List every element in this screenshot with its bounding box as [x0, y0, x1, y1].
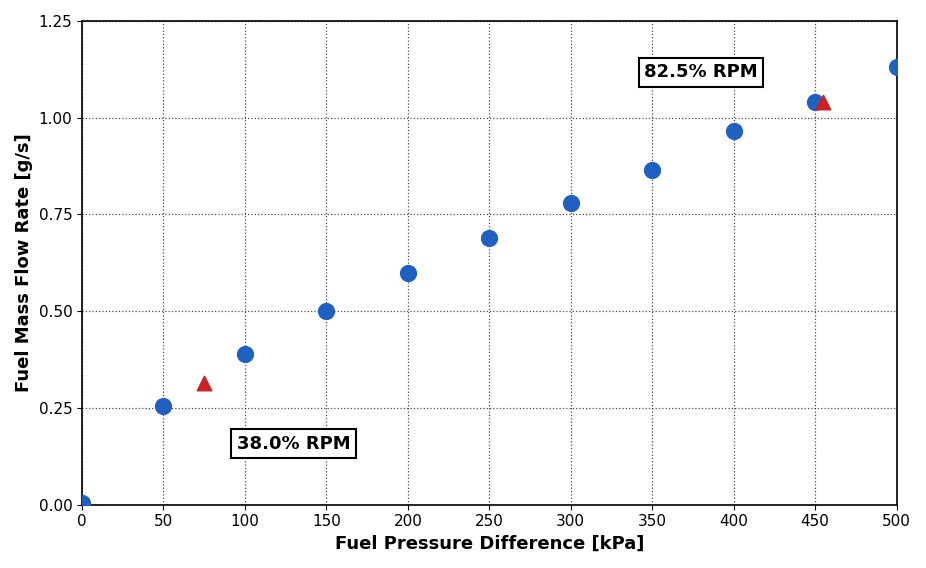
Point [644, 165, 659, 174]
Point [238, 349, 253, 358]
Text: 38.0% RPM: 38.0% RPM [237, 435, 350, 453]
Point [889, 63, 904, 72]
Text: 82.5% RPM: 82.5% RPM [644, 63, 757, 81]
Point [400, 268, 415, 277]
Point [75, 498, 90, 507]
Point [482, 233, 496, 242]
Point [816, 98, 831, 107]
Point [156, 402, 171, 411]
X-axis label: Fuel Pressure Difference [kPa]: Fuel Pressure Difference [kPa] [334, 535, 644, 553]
Point [726, 127, 741, 136]
Point [563, 198, 578, 207]
Point [319, 307, 333, 316]
Point [197, 378, 212, 387]
Y-axis label: Fuel Mass Flow Rate [g/s]: Fuel Mass Flow Rate [g/s] [15, 133, 33, 392]
Point [807, 98, 822, 107]
